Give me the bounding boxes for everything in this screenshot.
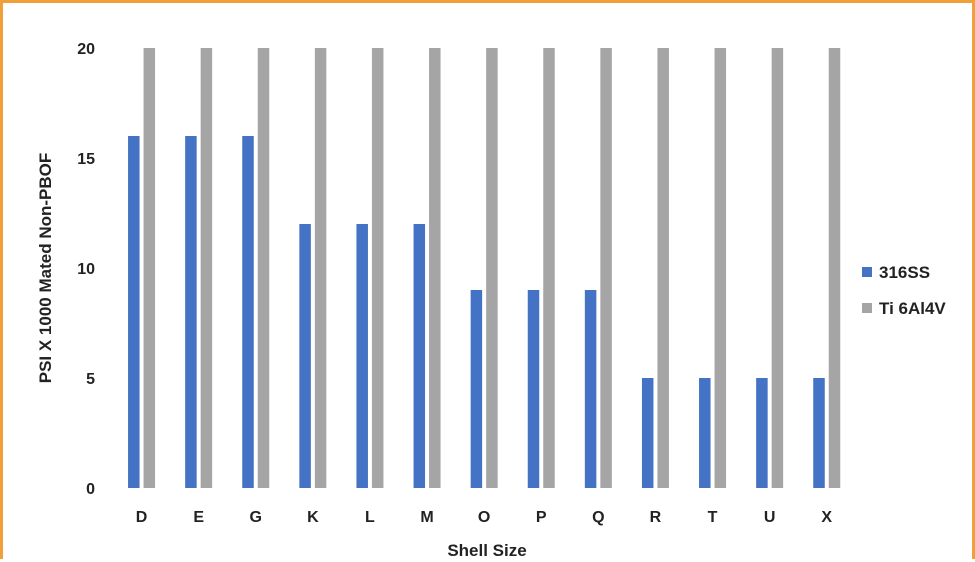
- bar-ti-6al4v-q: [600, 48, 612, 488]
- y-tick-label: 0: [86, 481, 95, 498]
- bar-316ss-d: [128, 136, 140, 488]
- bar-ti-6al4v-u: [771, 48, 784, 488]
- bar-316ss-q: [584, 290, 597, 488]
- bar-chart: 0 5 10 15 20 D E G K L M O P Q R T U X PSI X 1000 Mated …: [36, 41, 946, 560]
- x-tick-label: Q: [592, 509, 604, 526]
- x-tick-label: E: [193, 509, 204, 526]
- bar-316ss-m: [413, 224, 426, 488]
- y-tick-label: 15: [77, 151, 95, 168]
- bar-316ss-r: [641, 378, 654, 488]
- x-tick-label: X: [821, 509, 832, 526]
- y-tick-label: 20: [77, 41, 95, 58]
- x-tick-label: K: [307, 509, 319, 526]
- bar-316ss-x: [813, 378, 825, 488]
- x-tick-label: O: [478, 509, 490, 526]
- legend-label-316ss: 316SS: [879, 263, 930, 282]
- bar-ti-6al4v-t: [714, 48, 727, 488]
- bar-ti-6al4v-p: [543, 48, 555, 488]
- legend-swatch-ti-6al4v: [862, 303, 872, 313]
- x-tick-label: D: [136, 509, 148, 526]
- bar-316ss-g: [242, 136, 254, 488]
- x-tick-label: T: [708, 509, 718, 526]
- bar-ti-6al4v-g: [257, 48, 270, 488]
- legend-swatch-316ss: [862, 267, 872, 277]
- bar-316ss-o: [470, 290, 483, 488]
- y-axis-ticks: 0 5 10 15 20: [77, 41, 95, 498]
- bar-ti-6al4v-x: [828, 48, 841, 488]
- bar-316ss-p: [527, 290, 540, 488]
- y-tick-label: 10: [77, 261, 95, 278]
- bar-ti-6al4v-d: [143, 48, 156, 488]
- bar-316ss-u: [756, 378, 768, 488]
- x-tick-label: P: [536, 509, 547, 526]
- bar-316ss-t: [699, 378, 711, 488]
- bar-316ss-e: [185, 136, 197, 488]
- x-tick-label: M: [420, 509, 433, 526]
- x-tick-label: L: [365, 509, 375, 526]
- x-tick-label: G: [250, 509, 262, 526]
- bar-ti-6al4v-r: [657, 48, 669, 488]
- y-axis-title: PSI X 1000 Mated Non-PBOF: [36, 153, 55, 384]
- x-tick-label: R: [650, 509, 662, 526]
- bar-316ss-l: [356, 224, 368, 488]
- bar-316ss-k: [299, 224, 311, 488]
- bar-ti-6al4v-k: [314, 48, 327, 488]
- bar-ti-6al4v-o: [486, 48, 498, 488]
- y-tick-label: 5: [86, 371, 95, 388]
- bar-ti-6al4v-l: [371, 48, 384, 488]
- bar-ti-6al4v-e: [200, 48, 213, 488]
- x-axis-title: Shell Size: [447, 541, 526, 560]
- legend: 316SS Ti 6Al4V: [862, 263, 946, 318]
- bars: [128, 48, 841, 488]
- bar-ti-6al4v-m: [429, 48, 441, 488]
- legend-label-ti-6al4v: Ti 6Al4V: [879, 299, 946, 318]
- x-tick-label: U: [764, 509, 776, 526]
